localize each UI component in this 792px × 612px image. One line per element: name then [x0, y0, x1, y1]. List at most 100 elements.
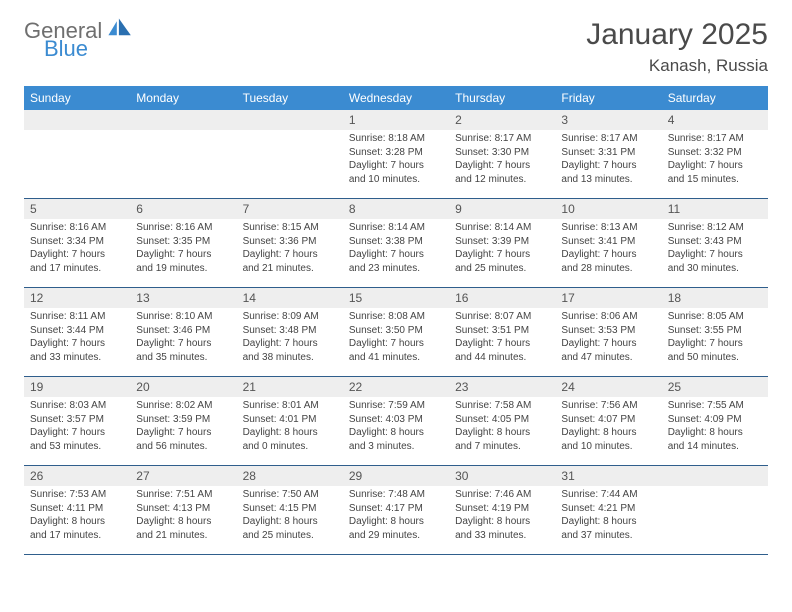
day-labels-row: SundayMondayTuesdayWednesdayThursdayFrid…: [24, 86, 768, 110]
day-number: [662, 466, 768, 486]
calendar-cell: 18Sunrise: 8:05 AMSunset: 3:55 PMDayligh…: [662, 288, 768, 377]
calendar-cell: 3Sunrise: 8:17 AMSunset: 3:31 PMDaylight…: [555, 110, 661, 199]
calendar-body: 1Sunrise: 8:18 AMSunset: 3:28 PMDaylight…: [24, 110, 768, 555]
daylight-line: Daylight: 7 hours and 38 minutes.: [243, 337, 337, 364]
day-label: Friday: [555, 86, 661, 110]
sunrise-line: Sunrise: 8:06 AM: [561, 310, 655, 324]
day-details: Sunrise: 7:50 AMSunset: 4:15 PMDaylight:…: [237, 486, 343, 546]
sunset-line: Sunset: 4:09 PM: [668, 413, 762, 427]
sunrise-line: Sunrise: 7:59 AM: [349, 399, 443, 413]
day-details: Sunrise: 8:15 AMSunset: 3:36 PMDaylight:…: [237, 219, 343, 279]
location: Kanash, Russia: [586, 56, 768, 76]
sunrise-line: Sunrise: 7:48 AM: [349, 488, 443, 502]
daylight-line: Daylight: 7 hours and 41 minutes.: [349, 337, 443, 364]
daylight-line: Daylight: 7 hours and 13 minutes.: [561, 159, 655, 186]
day-details: Sunrise: 8:03 AMSunset: 3:57 PMDaylight:…: [24, 397, 130, 457]
day-number: 24: [555, 377, 661, 397]
sunrise-line: Sunrise: 7:55 AM: [668, 399, 762, 413]
day-number: 31: [555, 466, 661, 486]
sunset-line: Sunset: 3:43 PM: [668, 235, 762, 249]
day-number: 16: [449, 288, 555, 308]
day-number: 2: [449, 110, 555, 130]
day-number: 30: [449, 466, 555, 486]
sunrise-line: Sunrise: 8:13 AM: [561, 221, 655, 235]
calendar-cell: 20Sunrise: 8:02 AMSunset: 3:59 PMDayligh…: [130, 377, 236, 466]
day-number: [237, 110, 343, 130]
day-details: Sunrise: 8:17 AMSunset: 3:31 PMDaylight:…: [555, 130, 661, 190]
day-details: Sunrise: 7:46 AMSunset: 4:19 PMDaylight:…: [449, 486, 555, 546]
daylight-line: Daylight: 7 hours and 44 minutes.: [455, 337, 549, 364]
calendar-week: 26Sunrise: 7:53 AMSunset: 4:11 PMDayligh…: [24, 466, 768, 555]
day-details: Sunrise: 8:06 AMSunset: 3:53 PMDaylight:…: [555, 308, 661, 368]
day-number: 26: [24, 466, 130, 486]
day-details: Sunrise: 8:02 AMSunset: 3:59 PMDaylight:…: [130, 397, 236, 457]
day-number: [24, 110, 130, 130]
day-details: Sunrise: 7:53 AMSunset: 4:11 PMDaylight:…: [24, 486, 130, 546]
sunrise-line: Sunrise: 8:17 AM: [455, 132, 549, 146]
sunset-line: Sunset: 4:17 PM: [349, 502, 443, 516]
calendar-week: 1Sunrise: 8:18 AMSunset: 3:28 PMDaylight…: [24, 110, 768, 199]
day-details: Sunrise: 7:58 AMSunset: 4:05 PMDaylight:…: [449, 397, 555, 457]
day-number: 7: [237, 199, 343, 219]
day-number: 15: [343, 288, 449, 308]
day-details: Sunrise: 7:48 AMSunset: 4:17 PMDaylight:…: [343, 486, 449, 546]
day-number: 5: [24, 199, 130, 219]
sunset-line: Sunset: 3:35 PM: [136, 235, 230, 249]
day-number: 18: [662, 288, 768, 308]
daylight-line: Daylight: 8 hours and 3 minutes.: [349, 426, 443, 453]
page: General Blue January 2025 Kanash, Russia…: [0, 0, 792, 612]
daylight-line: Daylight: 7 hours and 12 minutes.: [455, 159, 549, 186]
sunrise-line: Sunrise: 7:51 AM: [136, 488, 230, 502]
daylight-line: Daylight: 7 hours and 25 minutes.: [455, 248, 549, 275]
title-block: January 2025 Kanash, Russia: [586, 18, 768, 76]
sunrise-line: Sunrise: 7:58 AM: [455, 399, 549, 413]
sunset-line: Sunset: 3:57 PM: [30, 413, 124, 427]
sunrise-line: Sunrise: 7:56 AM: [561, 399, 655, 413]
sunset-line: Sunset: 3:48 PM: [243, 324, 337, 338]
sunset-line: Sunset: 4:15 PM: [243, 502, 337, 516]
day-number: 1: [343, 110, 449, 130]
sunrise-line: Sunrise: 8:16 AM: [30, 221, 124, 235]
day-details: Sunrise: 8:16 AMSunset: 3:35 PMDaylight:…: [130, 219, 236, 279]
day-number: 20: [130, 377, 236, 397]
day-number: 10: [555, 199, 661, 219]
daylight-line: Daylight: 7 hours and 17 minutes.: [30, 248, 124, 275]
sunrise-line: Sunrise: 8:11 AM: [30, 310, 124, 324]
calendar-cell: 28Sunrise: 7:50 AMSunset: 4:15 PMDayligh…: [237, 466, 343, 555]
sail-icon: [107, 18, 135, 40]
sunrise-line: Sunrise: 8:08 AM: [349, 310, 443, 324]
day-details: Sunrise: 8:01 AMSunset: 4:01 PMDaylight:…: [237, 397, 343, 457]
day-number: 14: [237, 288, 343, 308]
calendar-cell: 22Sunrise: 7:59 AMSunset: 4:03 PMDayligh…: [343, 377, 449, 466]
daylight-line: Daylight: 7 hours and 50 minutes.: [668, 337, 762, 364]
calendar-cell: 16Sunrise: 8:07 AMSunset: 3:51 PMDayligh…: [449, 288, 555, 377]
daylight-line: Daylight: 7 hours and 21 minutes.: [243, 248, 337, 275]
day-label: Sunday: [24, 86, 130, 110]
day-details: Sunrise: 8:09 AMSunset: 3:48 PMDaylight:…: [237, 308, 343, 368]
calendar-cell: 10Sunrise: 8:13 AMSunset: 3:41 PMDayligh…: [555, 199, 661, 288]
sunset-line: Sunset: 4:07 PM: [561, 413, 655, 427]
day-number: 4: [662, 110, 768, 130]
day-label: Tuesday: [237, 86, 343, 110]
day-details: Sunrise: 8:14 AMSunset: 3:39 PMDaylight:…: [449, 219, 555, 279]
daylight-line: Daylight: 7 hours and 19 minutes.: [136, 248, 230, 275]
day-number: 17: [555, 288, 661, 308]
daylight-line: Daylight: 8 hours and 29 minutes.: [349, 515, 443, 542]
day-details: Sunrise: 8:07 AMSunset: 3:51 PMDaylight:…: [449, 308, 555, 368]
logo: General Blue: [24, 18, 135, 60]
calendar-week: 5Sunrise: 8:16 AMSunset: 3:34 PMDaylight…: [24, 199, 768, 288]
calendar-cell: [130, 110, 236, 199]
sunrise-line: Sunrise: 8:10 AM: [136, 310, 230, 324]
sunrise-line: Sunrise: 7:46 AM: [455, 488, 549, 502]
daylight-line: Daylight: 7 hours and 15 minutes.: [668, 159, 762, 186]
sunrise-line: Sunrise: 8:09 AM: [243, 310, 337, 324]
sunrise-line: Sunrise: 7:44 AM: [561, 488, 655, 502]
calendar-cell: 26Sunrise: 7:53 AMSunset: 4:11 PMDayligh…: [24, 466, 130, 555]
sunset-line: Sunset: 3:59 PM: [136, 413, 230, 427]
sunrise-line: Sunrise: 8:07 AM: [455, 310, 549, 324]
daylight-line: Daylight: 8 hours and 7 minutes.: [455, 426, 549, 453]
sunset-line: Sunset: 3:41 PM: [561, 235, 655, 249]
daylight-line: Daylight: 7 hours and 23 minutes.: [349, 248, 443, 275]
sunset-line: Sunset: 3:31 PM: [561, 146, 655, 160]
day-number: 23: [449, 377, 555, 397]
